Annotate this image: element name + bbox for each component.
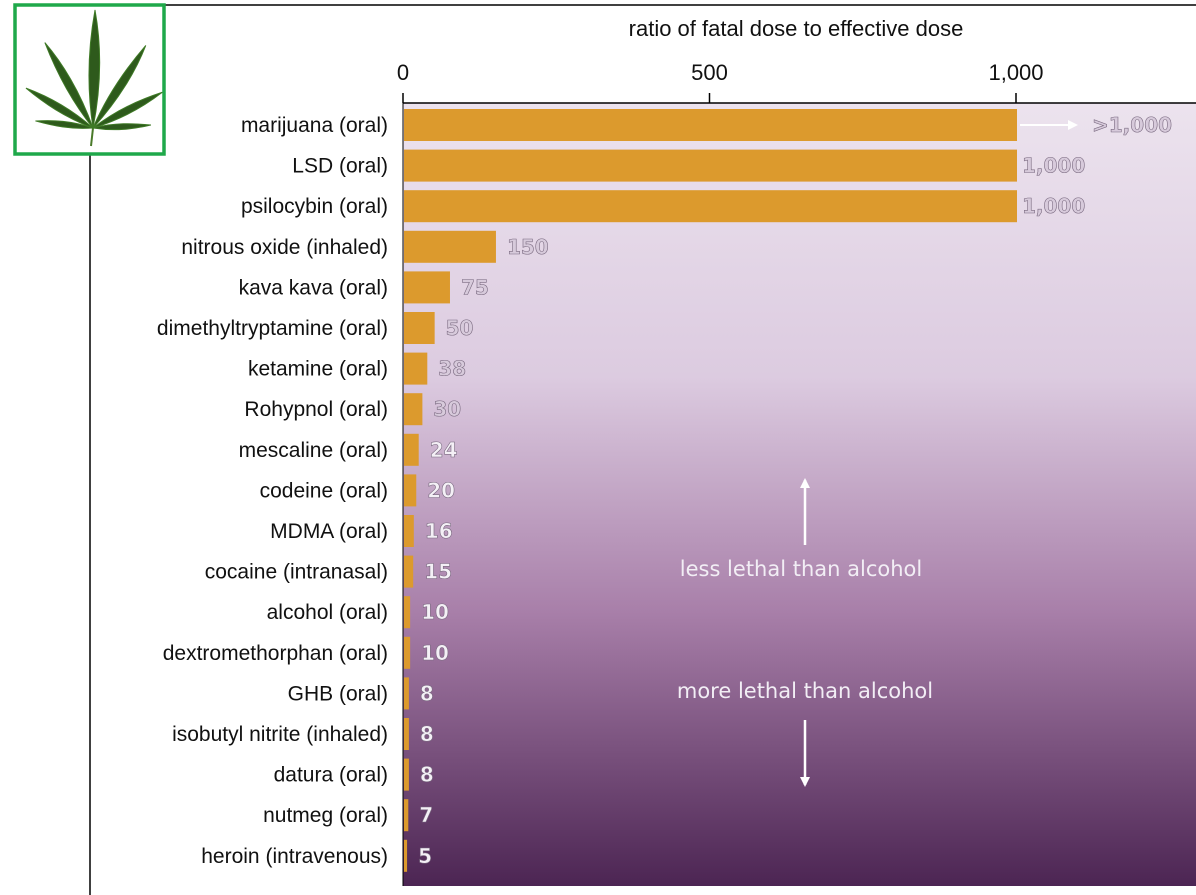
- bar: [404, 230, 496, 263]
- category-label: isobutyl nitrite (inhaled): [172, 723, 388, 746]
- less-lethal-annotation: less lethal than alcohol: [680, 557, 922, 581]
- x-tick-label: 0: [397, 60, 409, 85]
- more-lethal-annotation: more lethal than alcohol: [677, 679, 933, 703]
- category-label: dextromethorphan (oral): [163, 642, 388, 665]
- category-label: heroin (intravenous): [201, 845, 388, 868]
- bar: [404, 190, 1017, 223]
- category-label: psilocybin (oral): [241, 195, 388, 218]
- value-label: 8: [420, 681, 434, 705]
- value-label: 30: [433, 397, 461, 421]
- bar: [404, 149, 1017, 182]
- category-label: dimethyltryptamine (oral): [157, 317, 388, 340]
- value-label: 10: [421, 641, 449, 665]
- bar: [404, 433, 419, 466]
- value-label: 15: [424, 560, 452, 584]
- bar: [404, 474, 417, 507]
- cannabis-leaf-icon: [25, 9, 163, 147]
- value-label: 5: [418, 844, 432, 868]
- bar: [404, 799, 409, 832]
- category-label: cocaine (intranasal): [205, 561, 388, 584]
- bar: [404, 596, 411, 629]
- bar: [404, 636, 411, 669]
- bar: [404, 393, 423, 426]
- value-label: 8: [420, 763, 434, 787]
- category-label: alcohol (oral): [267, 601, 388, 624]
- logo: [13, 3, 166, 156]
- bar: [404, 312, 435, 344]
- value-label: 8: [420, 722, 434, 746]
- bar: [404, 839, 408, 872]
- x-tick-label: 500: [691, 60, 728, 85]
- category-label: nutmeg (oral): [263, 804, 388, 827]
- bar: [404, 271, 450, 304]
- value-label: 16: [425, 519, 453, 543]
- value-label: 50: [446, 316, 474, 340]
- plot-background: [403, 103, 1196, 886]
- value-label: 150: [507, 235, 549, 259]
- category-label: kava kava (oral): [239, 276, 388, 299]
- x-tick-label: 1,000: [988, 60, 1043, 85]
- bar: [404, 758, 409, 791]
- bar: [404, 677, 409, 710]
- bar: [404, 555, 414, 588]
- bar: [404, 718, 409, 750]
- value-label: 20: [427, 478, 455, 502]
- value-label: >1,000: [1092, 113, 1172, 137]
- value-label: 7: [419, 803, 433, 827]
- bar: [404, 515, 414, 547]
- value-label: 10: [421, 600, 449, 624]
- x-axis-title: ratio of fatal dose to effective dose: [629, 16, 964, 41]
- bar: [404, 352, 428, 385]
- category-label: datura (oral): [274, 764, 388, 787]
- category-label: codeine (oral): [260, 479, 388, 502]
- category-label: GHB (oral): [288, 682, 388, 705]
- value-label: 38: [438, 357, 466, 381]
- category-label: mescaline (oral): [239, 439, 388, 462]
- category-label: LSD (oral): [292, 155, 388, 178]
- category-label: Rohypnol (oral): [244, 398, 388, 421]
- value-label: 24: [430, 438, 458, 462]
- category-label: ketamine (oral): [248, 358, 388, 381]
- category-label: MDMA (oral): [270, 520, 388, 543]
- value-label: 1,000: [1022, 154, 1085, 178]
- value-label: 1,000: [1022, 194, 1085, 218]
- category-label: marijuana (oral): [241, 114, 388, 137]
- bar: [404, 109, 1017, 141]
- category-label: nitrous oxide (inhaled): [181, 236, 388, 259]
- value-label: 75: [461, 275, 489, 299]
